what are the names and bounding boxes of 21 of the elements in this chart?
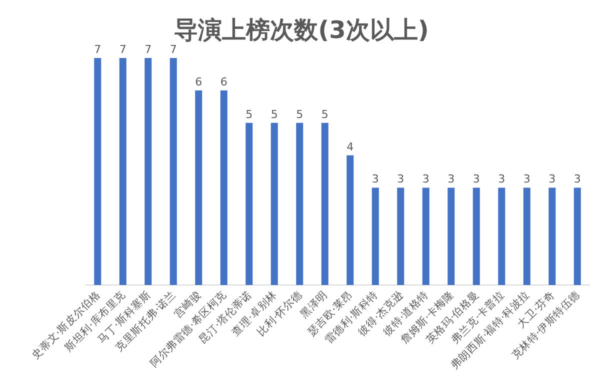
title: 导演上榜次数(3次以上)	[174, 16, 429, 44]
data-label: 3	[372, 172, 379, 186]
data-label: 7	[170, 43, 177, 56]
data-label: 4	[346, 140, 354, 154]
data-label: 3	[548, 172, 556, 186]
data-label: 6	[220, 75, 228, 88]
data-label: 3	[498, 172, 506, 186]
data-label: 6	[195, 75, 202, 88]
data-label: 3	[574, 172, 581, 186]
data-label: 5	[246, 108, 253, 121]
data-label: 7	[94, 43, 102, 56]
data-label: 5	[270, 108, 278, 121]
data-label: 3	[472, 172, 480, 186]
data-label: 5	[296, 108, 304, 121]
data-label: 3	[523, 172, 530, 186]
data-label: 7	[119, 43, 126, 56]
data-label: 3	[448, 172, 455, 186]
data-label: 3	[422, 172, 430, 186]
data-label: 7	[144, 43, 152, 56]
data-label: 5	[321, 108, 328, 121]
data-label: 3	[397, 172, 404, 186]
